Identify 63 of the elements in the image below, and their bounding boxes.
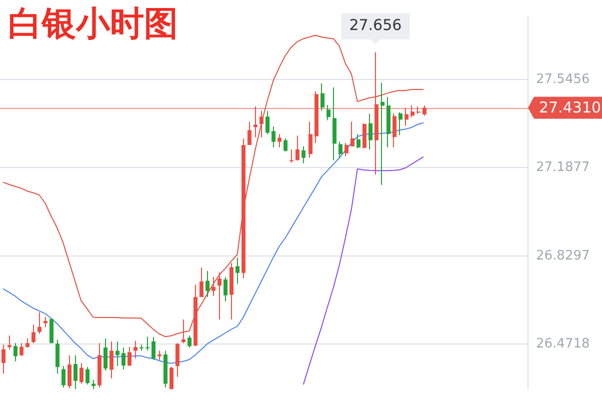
- candlestick: [116, 340, 120, 367]
- ref-line-label: 27.4310: [539, 98, 602, 117]
- candlestick: [20, 342, 24, 357]
- candlestick: [266, 110, 270, 135]
- candlestick: [14, 342, 18, 362]
- candlestick: [368, 113, 372, 150]
- candlestick: [218, 272, 222, 320]
- candlestick: [134, 340, 138, 359]
- candlestick: [290, 148, 294, 163]
- candlestick: [410, 105, 414, 118]
- candlestick: [110, 340, 114, 379]
- candlestick: [344, 142, 348, 157]
- y-tick-label: 27.1877: [536, 160, 590, 176]
- candlestick: [206, 270, 210, 298]
- candlestick: [326, 104, 330, 121]
- candlestick: [152, 336, 156, 360]
- y-tick-label: 26.8297: [536, 248, 590, 264]
- candlestick: [32, 324, 36, 344]
- candlestick: [380, 82, 384, 186]
- candlestick: [56, 339, 60, 374]
- y-tick-label: 27.5456: [536, 72, 590, 87]
- candlestick: [80, 362, 84, 384]
- chart-title: 白银小时图: [8, 4, 178, 44]
- candlestick: [38, 312, 42, 334]
- y-tick-label: 26.4718: [536, 336, 590, 352]
- candlestick: [92, 379, 96, 390]
- candlestick: [170, 366, 174, 390]
- candlestick: [308, 121, 312, 158]
- candlestick: [350, 121, 354, 147]
- candlestick: [146, 336, 150, 352]
- candlestick: [404, 107, 408, 126]
- candlestick: [62, 366, 66, 388]
- candlestick: [320, 82, 324, 111]
- candlestick: [176, 342, 180, 378]
- candlestick: [128, 346, 132, 367]
- candlestick: [422, 105, 426, 116]
- candlestick: [44, 316, 48, 328]
- candlestick: [104, 338, 108, 372]
- candlestick: [254, 106, 258, 138]
- candlestick: [122, 347, 126, 370]
- candlestick: [284, 138, 288, 152]
- annotation: 27.656: [349, 16, 402, 34]
- candlestick: [248, 121, 252, 146]
- candlestick: [338, 141, 342, 160]
- candlestick: [188, 334, 192, 348]
- candlestick: [200, 267, 204, 298]
- candlestick: [86, 366, 90, 386]
- candlestick: [296, 135, 300, 161]
- candlestick: [26, 338, 30, 348]
- candlestick: [236, 257, 240, 284]
- candlestick: [68, 354, 72, 389]
- candlestick: [224, 276, 228, 302]
- candlestick: [74, 354, 78, 390]
- candlestick: [260, 110, 264, 138]
- candlestick: [392, 112, 396, 148]
- candlestick: [272, 126, 276, 148]
- candlestick: [362, 122, 366, 149]
- candlestick: [212, 276, 216, 297]
- candlestick: [8, 334, 12, 350]
- candlestick: [398, 112, 402, 136]
- candlestick: [302, 146, 306, 164]
- candlestick: [356, 134, 360, 149]
- candlestick: [2, 344, 6, 374]
